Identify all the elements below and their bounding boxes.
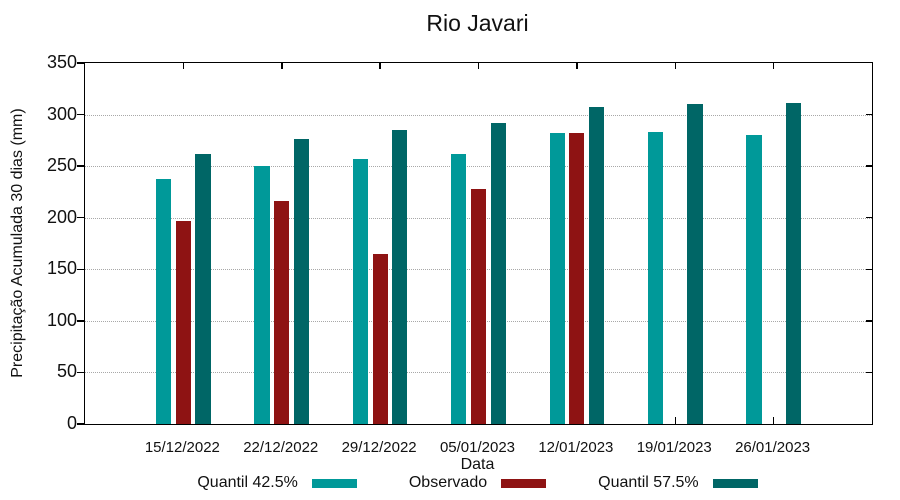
y-tick-left-0	[77, 423, 85, 425]
bar-quantil-42-5--1	[254, 166, 270, 424]
legend-item-observado: Observado	[408, 474, 547, 492]
y-tick-left-250	[77, 165, 85, 167]
x-tick-label-2: 29/12/2022	[341, 439, 417, 456]
y-tick-left-50	[77, 371, 85, 374]
x-tick-label-5: 19/01/2023	[636, 439, 712, 456]
y-tick-right-150	[866, 268, 872, 271]
y-tick-label-100: 100	[46, 309, 77, 330]
x-tick-top-3	[477, 63, 480, 69]
legend-swatch	[712, 478, 758, 488]
bar-quantil-57-5--0	[195, 153, 211, 424]
legend-item-quantil-57-5-: Quantil 57.5%	[598, 474, 758, 492]
x-tick-top-5	[674, 63, 676, 69]
y-tick-left-150	[77, 268, 85, 271]
x-tick-label-0: 15/12/2022	[144, 439, 220, 456]
y-tick-right-200	[866, 216, 872, 219]
plot-area	[77, 62, 873, 425]
y-tick-label-150: 150	[46, 258, 77, 279]
bar-quantil-42-5--2	[352, 158, 368, 424]
bar-quantil-57-5--2	[392, 130, 408, 424]
x-tick-top-0	[182, 63, 185, 69]
legend: Quantil 42.5% Observado Quantil 57.5%	[84, 474, 871, 492]
y-tick-right-300	[866, 113, 872, 116]
x-tick-label-1: 22/12/2022	[243, 439, 319, 456]
y-tick-right-50	[866, 371, 872, 374]
y-tick-left-300	[77, 113, 85, 116]
y-tick-left-200	[77, 216, 85, 219]
bar-quantil-42-5--0	[156, 178, 172, 424]
bar-quantil-42-5--4	[549, 133, 565, 424]
bar-observado-1	[274, 201, 290, 424]
legend-label: Quantil 57.5%	[598, 474, 699, 491]
bar-quantil-57-5--4	[588, 107, 605, 424]
x-tick-label-4: 12/01/2023	[538, 439, 614, 456]
bar-quantil-57-5--6	[785, 103, 801, 424]
y-tick-label-250: 250	[46, 155, 77, 176]
x-tick-label-6: 26/01/2023	[735, 439, 811, 456]
x-axis-label: Data	[460, 456, 495, 473]
x-tick-bottom-6	[772, 417, 775, 424]
chart-title: Rio Javari	[426, 10, 529, 36]
legend-item-quantil-42-5-: Quantil 42.5%	[197, 474, 357, 492]
y-tick-left-100	[77, 320, 85, 322]
bar-quantil-57-5--3	[490, 122, 506, 424]
bar-observado-3	[470, 188, 487, 424]
bar-quantil-57-5--1	[293, 139, 310, 424]
bar-quantil-57-5--5	[687, 104, 703, 424]
legend-label: Quantil 42.5%	[197, 474, 298, 491]
bar-quantil-42-5--5	[647, 132, 664, 424]
y-tick-label-350: 350	[46, 52, 77, 72]
y-tick-label-200: 200	[46, 206, 77, 227]
gridline-300	[85, 114, 872, 116]
bar-quantil-42-5--3	[451, 153, 467, 424]
y-tick-left-350	[77, 62, 85, 64]
y-tick-right-250	[866, 165, 872, 167]
bar-quantil-42-5--6	[746, 135, 762, 424]
x-tick-top-2	[379, 63, 381, 69]
gridline-250	[85, 166, 872, 168]
legend-swatch	[501, 478, 547, 488]
x-tick-top-6	[772, 63, 775, 69]
x-tick-label-3: 05/01/2023	[439, 439, 516, 456]
y-tick-label-0: 0	[66, 413, 77, 433]
legend-swatch	[311, 478, 357, 488]
x-tick-bottom-5	[674, 417, 676, 424]
bar-observado-0	[175, 220, 191, 424]
y-tick-label-300: 300	[46, 103, 77, 124]
x-tick-top-4	[576, 63, 578, 69]
x-tick-top-1	[281, 63, 283, 69]
y-tick-label-50: 50	[56, 361, 77, 382]
bar-observado-4	[569, 133, 585, 424]
legend-label: Observado	[408, 474, 488, 491]
y-tick-right-100	[866, 320, 872, 322]
y-axis-label: Precipitação Acumulada 30 dias (mm)	[9, 108, 26, 378]
bar-observado-2	[372, 253, 388, 424]
